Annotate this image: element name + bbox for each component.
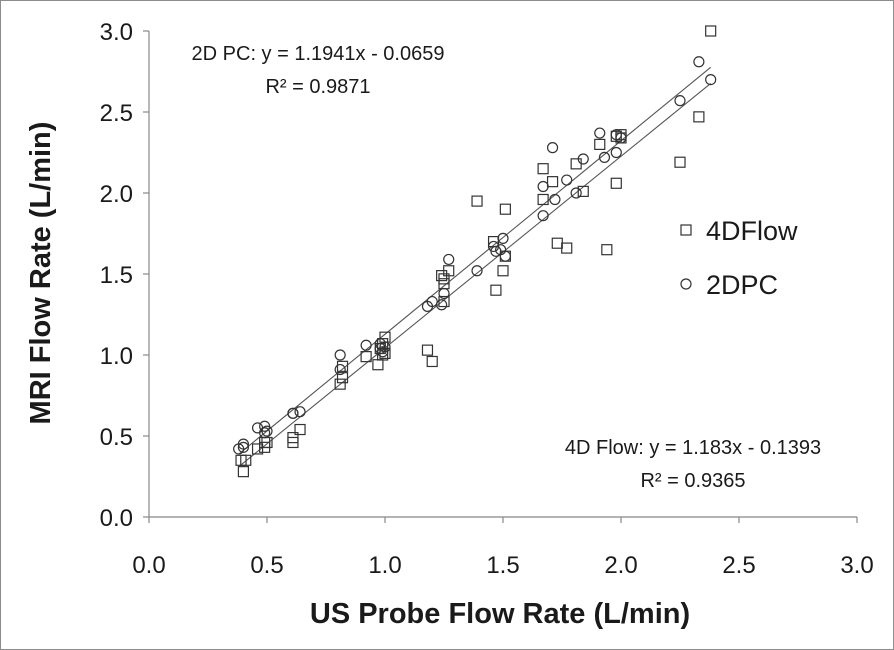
- point-2dpc: [497, 232, 509, 244]
- point-4dflow: [546, 176, 559, 188]
- point-4dflow: [294, 423, 306, 436]
- point-4dflow: [360, 351, 372, 363]
- ticks-layer: 0.0 0.5 1.0 1.5 2.0 2.5 3.0 0.0 0.5 1.0 1.5 2.0 2.5 3…: [100, 19, 874, 579]
- x-tick-label: 0.0: [132, 552, 165, 579]
- point-2dpc: [294, 406, 306, 418]
- point-2dpc: [693, 56, 705, 68]
- x-tick-label: 1.5: [486, 552, 519, 579]
- point-2dpc: [674, 95, 686, 107]
- point-2dpc: [577, 153, 589, 165]
- point-2dpc: [237, 438, 249, 450]
- flow-trendline-r2: R² = 0.9365: [640, 470, 745, 492]
- point-2dpc: [570, 187, 582, 199]
- point-4dflow: [251, 443, 264, 455]
- point-4dflow: [570, 158, 582, 170]
- point-2dpc: [471, 265, 483, 277]
- point-4dflow: [594, 138, 606, 150]
- point-4dflow: [610, 177, 622, 189]
- x-tick-label: 2.5: [722, 552, 755, 579]
- trendline-2dpc: [238, 66, 712, 455]
- point-2dpc: [549, 193, 561, 206]
- point-4dflow: [551, 237, 563, 249]
- point-2dpc: [237, 441, 249, 453]
- point-2dpc: [561, 174, 573, 186]
- legend-label-2dpc: 2DPC: [706, 270, 778, 300]
- point-2dpc: [261, 425, 273, 437]
- point-2dpc: [379, 341, 391, 353]
- point-4dflow: [497, 265, 509, 277]
- point-2dpc: [436, 299, 448, 311]
- point-4dflow: [490, 284, 502, 296]
- point-4dflow: [426, 355, 438, 368]
- point-4dflow: [499, 203, 511, 215]
- x-tick-label: 3.0: [840, 552, 873, 579]
- point-4dflow: [421, 344, 434, 356]
- pc-trendline-r2: R² = 0.9871: [265, 76, 370, 98]
- point-2dpc: [598, 151, 611, 163]
- point-4dflow: [615, 129, 627, 141]
- point-4dflow: [705, 25, 717, 37]
- legend-square-marker: [680, 224, 692, 236]
- point-2dpc: [443, 253, 455, 266]
- pc-trendline-equation: 2D PC: y = 1.1941x - 0.0659: [192, 43, 445, 65]
- point-4dflow: [336, 360, 349, 372]
- point-4dflow: [601, 244, 613, 256]
- point-4dflow: [577, 185, 589, 197]
- point-2dpc: [594, 127, 606, 139]
- point-4dflow: [537, 193, 549, 206]
- point-4dflow: [674, 156, 686, 168]
- point-2dpc: [334, 363, 346, 376]
- point-4dflow: [471, 195, 483, 207]
- y-tick-label: 2.0: [100, 181, 133, 208]
- point-2dpc: [546, 142, 559, 154]
- points-layer: [233, 25, 717, 478]
- point-2dpc: [610, 146, 622, 159]
- point-4dflow: [336, 372, 349, 384]
- y-tick-label: 2.5: [100, 100, 133, 127]
- y-tick-label: 0.5: [100, 424, 133, 451]
- x-axis-title: US Probe Flow Rate (L/min): [310, 598, 690, 630]
- x-tick-label: 2.0: [604, 552, 637, 579]
- point-4dflow: [240, 454, 252, 466]
- point-2dpc: [705, 73, 717, 86]
- point-4dflow: [372, 359, 384, 371]
- y-tick-label: 1.0: [100, 343, 133, 370]
- y-tick-label: 1.5: [100, 262, 133, 289]
- point-2dpc: [537, 210, 549, 222]
- point-2dpc: [438, 287, 450, 300]
- flow-trendline-equation: 4D Flow: y = 1.183x - 0.1393: [565, 437, 821, 459]
- x-tick-label: 1.0: [368, 552, 401, 579]
- point-4dflow: [377, 349, 389, 361]
- point-4dflow: [443, 265, 455, 277]
- point-2dpc: [259, 427, 271, 439]
- point-2dpc: [615, 132, 627, 144]
- point-4dflow: [693, 111, 705, 123]
- y-tick-label: 3.0: [100, 19, 133, 46]
- point-2dpc: [499, 250, 511, 262]
- point-2dpc: [251, 422, 264, 434]
- y-axis-title: MRI Flow Rate (L/min): [25, 122, 57, 425]
- point-2dpc: [490, 245, 502, 257]
- legend: 4DFlow 2DPC: [680, 216, 798, 300]
- point-4dflow: [561, 242, 573, 254]
- point-2dpc: [374, 342, 386, 355]
- legend-circle-marker: [680, 278, 692, 290]
- point-2dpc: [334, 349, 346, 361]
- point-4dflow: [334, 378, 346, 390]
- point-4dflow: [537, 163, 549, 175]
- point-2dpc: [537, 180, 549, 193]
- point-2dpc: [287, 407, 299, 419]
- y-tick-label: 0.0: [100, 505, 133, 532]
- x-tick-label: 0.5: [250, 552, 283, 579]
- point-4dflow: [287, 432, 299, 444]
- point-4dflow: [438, 295, 450, 308]
- point-4dflow: [237, 466, 249, 478]
- point-2dpc: [360, 339, 372, 351]
- legend-label-4dflow: 4DFlow: [706, 216, 798, 246]
